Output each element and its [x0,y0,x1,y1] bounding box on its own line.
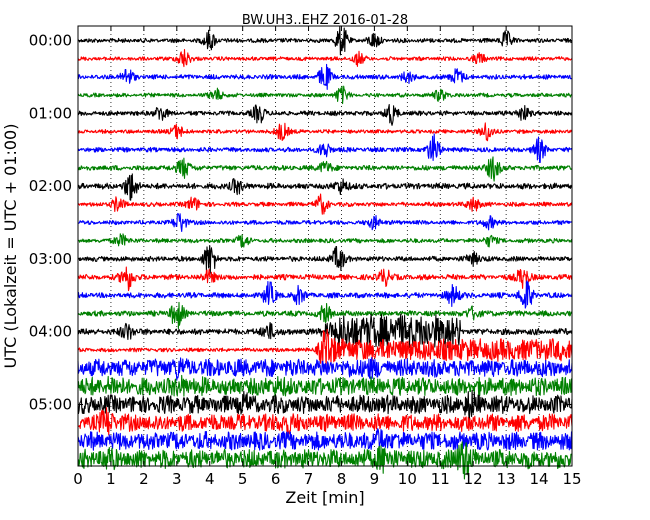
x-tick-label: 9 [370,470,380,488]
trace-row-22 [77,428,573,451]
trace-row-1 [77,49,573,68]
trace-row-3 [77,85,573,105]
trace-row-23 [77,441,573,480]
x-tick-label: 12 [464,470,483,488]
trace-row-19 [77,374,573,397]
y-tick-label: 02:00 [29,177,72,195]
x-axis: 0 1 2 3 4 5 6 7 8 9 10 11 12 13 14 15 [73,26,582,488]
trace-row-11 [77,233,573,248]
x-tick-label: 0 [73,470,83,488]
y-axis: 00:00 01:00 02:00 03:00 04:00 05:00 [29,32,572,414]
trace-row-13 [77,266,573,292]
trace-row-0 [77,25,573,56]
trace-row-18 [77,356,573,381]
trace-row-5 [77,122,573,142]
x-tick-label: 14 [530,470,549,488]
chart-title: BW.UH3..EHZ 2016-01-28 [242,13,408,28]
x-tick-label: 13 [497,470,516,488]
y-tick-label: 01:00 [29,104,72,122]
x-tick-label: 11 [431,470,450,488]
trace-row-15 [77,301,573,330]
x-tick-label: 5 [238,470,248,488]
trace-row-17 [77,329,573,370]
y-tick-label: 00:00 [29,32,72,50]
y-tick-label: 05:00 [29,396,72,414]
x-tick-label: 4 [205,470,215,488]
trace-row-4 [77,104,573,126]
x-tick-label: 8 [337,470,347,488]
trace-row-21 [77,407,573,436]
plot-frame [77,25,573,467]
trace-row-20 [77,389,573,422]
x-tick-label: 7 [304,470,314,488]
trace-row-2 [77,63,573,90]
trace-row-12 [77,244,573,274]
y-tick-label: 04:00 [29,323,72,341]
x-tick-label: 1 [106,470,116,488]
trace-row-14 [77,280,573,309]
trace-row-8 [77,173,573,201]
x-tick-label: 6 [271,470,281,488]
trace-row-10 [77,212,573,232]
trace-row-7 [77,156,573,182]
x-tick-label: 3 [172,470,182,488]
x-tick-label: 2 [139,470,149,488]
y-axis-label: UTC (Lokalzeit = UTC + 01:00) [1,124,20,369]
trace-row-9 [77,193,573,215]
x-tick-label: 15 [562,470,581,488]
x-tick-label: 10 [398,470,417,488]
x-axis-label: Zeit [min] [285,488,364,507]
trace-group [77,25,573,480]
trace-row-6 [77,133,573,163]
y-tick-label: 03:00 [29,250,72,268]
